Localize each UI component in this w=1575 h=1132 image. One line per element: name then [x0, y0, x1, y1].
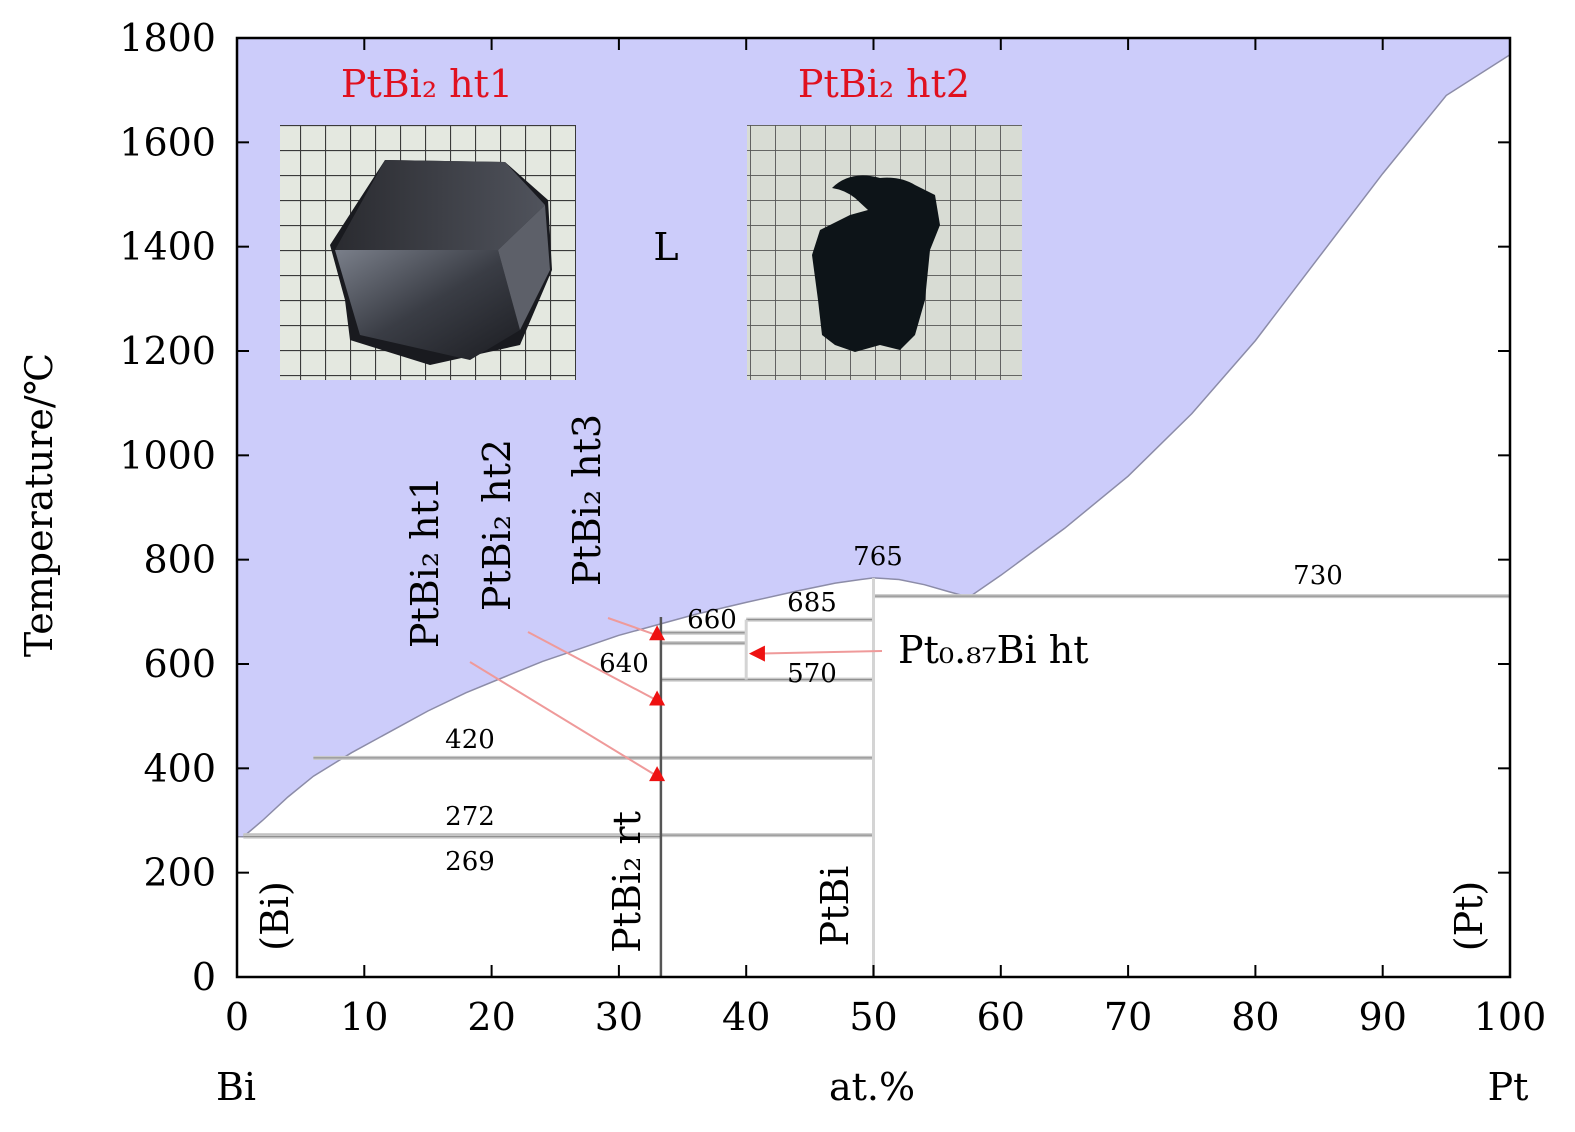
- y-tick-label: 800: [143, 538, 216, 582]
- x-tick-label: 10: [340, 995, 388, 1039]
- isotherm-label-685: 685: [787, 588, 837, 618]
- annotation-marker-1: [649, 690, 666, 706]
- annotation-marker-3: [748, 645, 765, 662]
- x-tick-label: 80: [1231, 995, 1279, 1039]
- phase-label-pt: (Pt): [1447, 881, 1491, 952]
- y-tick-label: 1000: [119, 433, 216, 477]
- y-tick-label: 1400: [119, 225, 216, 269]
- phase-label-bi: (Bi): [253, 881, 297, 951]
- x-left-label: Bi: [216, 1065, 256, 1109]
- y-tick-label: 1800: [119, 16, 216, 60]
- compound-lines: [659, 577, 875, 977]
- phase-label-ptbi2-rt: PtBi₂ rt: [605, 811, 649, 953]
- liquid-label: L: [653, 225, 678, 269]
- annotation-label-pt087bi: Pt₀.₈₇Bi ht: [898, 628, 1089, 672]
- inset-title-ht2: PtBi₂ ht2: [798, 62, 970, 106]
- inset-title-ht1: PtBi₂ ht1: [341, 62, 513, 106]
- x-tick-label: 20: [467, 995, 515, 1039]
- inset-photo-ht1: [280, 125, 576, 380]
- x-tick-label: 100: [1474, 995, 1547, 1039]
- axis-ticks: 0 10 20 30 40 50 60 70 80 90 100020040060080010001…: [119, 16, 1546, 1039]
- annotation-label-ht3: PtBi₂ ht3: [565, 414, 609, 586]
- isotherm-label-269: 269: [445, 847, 495, 877]
- isotherm-label-272: 272: [445, 802, 495, 832]
- x-tick-label: 90: [1359, 995, 1407, 1039]
- isotherm-label-765: 765: [853, 542, 903, 572]
- y-tick-label: 200: [143, 851, 216, 895]
- x-tick-label: 70: [1104, 995, 1152, 1039]
- annotations: [469, 617, 883, 782]
- annotation-marker-0: [649, 766, 666, 782]
- x-axis-title: at.%: [829, 1065, 915, 1109]
- y-tick-label: 1600: [119, 120, 216, 164]
- inset-photo-ht2: [747, 125, 1022, 380]
- phase-label-ptbi: PtBi: [813, 866, 857, 947]
- annotation-arrow-1: [527, 631, 658, 702]
- isotherm-label-730: 730: [1293, 561, 1343, 591]
- annotation-arrow-0: [469, 661, 658, 778]
- x-tick-label: 0: [225, 995, 249, 1039]
- annotation-arrow-3: [758, 650, 883, 655]
- isotherm-label-570: 570: [787, 659, 837, 689]
- annotation-arrow-2: [607, 617, 658, 637]
- x-tick-label: 50: [849, 995, 897, 1039]
- y-axis-title: Temperature/℃: [17, 353, 61, 657]
- isotherm-label-420: 420: [445, 725, 495, 755]
- y-tick-label: 600: [143, 642, 216, 686]
- x-tick-label: 30: [595, 995, 643, 1039]
- annotation-label-ht1: PtBi₂ ht1: [403, 476, 447, 648]
- isotherm-label-660: 660: [687, 605, 737, 635]
- annotation-marker-2: [649, 625, 666, 641]
- x-tick-label: 60: [977, 995, 1025, 1039]
- y-tick-label: 0: [192, 955, 216, 999]
- x-tick-label: 40: [722, 995, 770, 1039]
- y-tick-label: 1200: [119, 329, 216, 373]
- annotation-label-ht2: PtBi₂ ht2: [475, 439, 519, 611]
- y-tick-label: 400: [143, 746, 216, 790]
- x-right-label: Pt: [1488, 1065, 1529, 1109]
